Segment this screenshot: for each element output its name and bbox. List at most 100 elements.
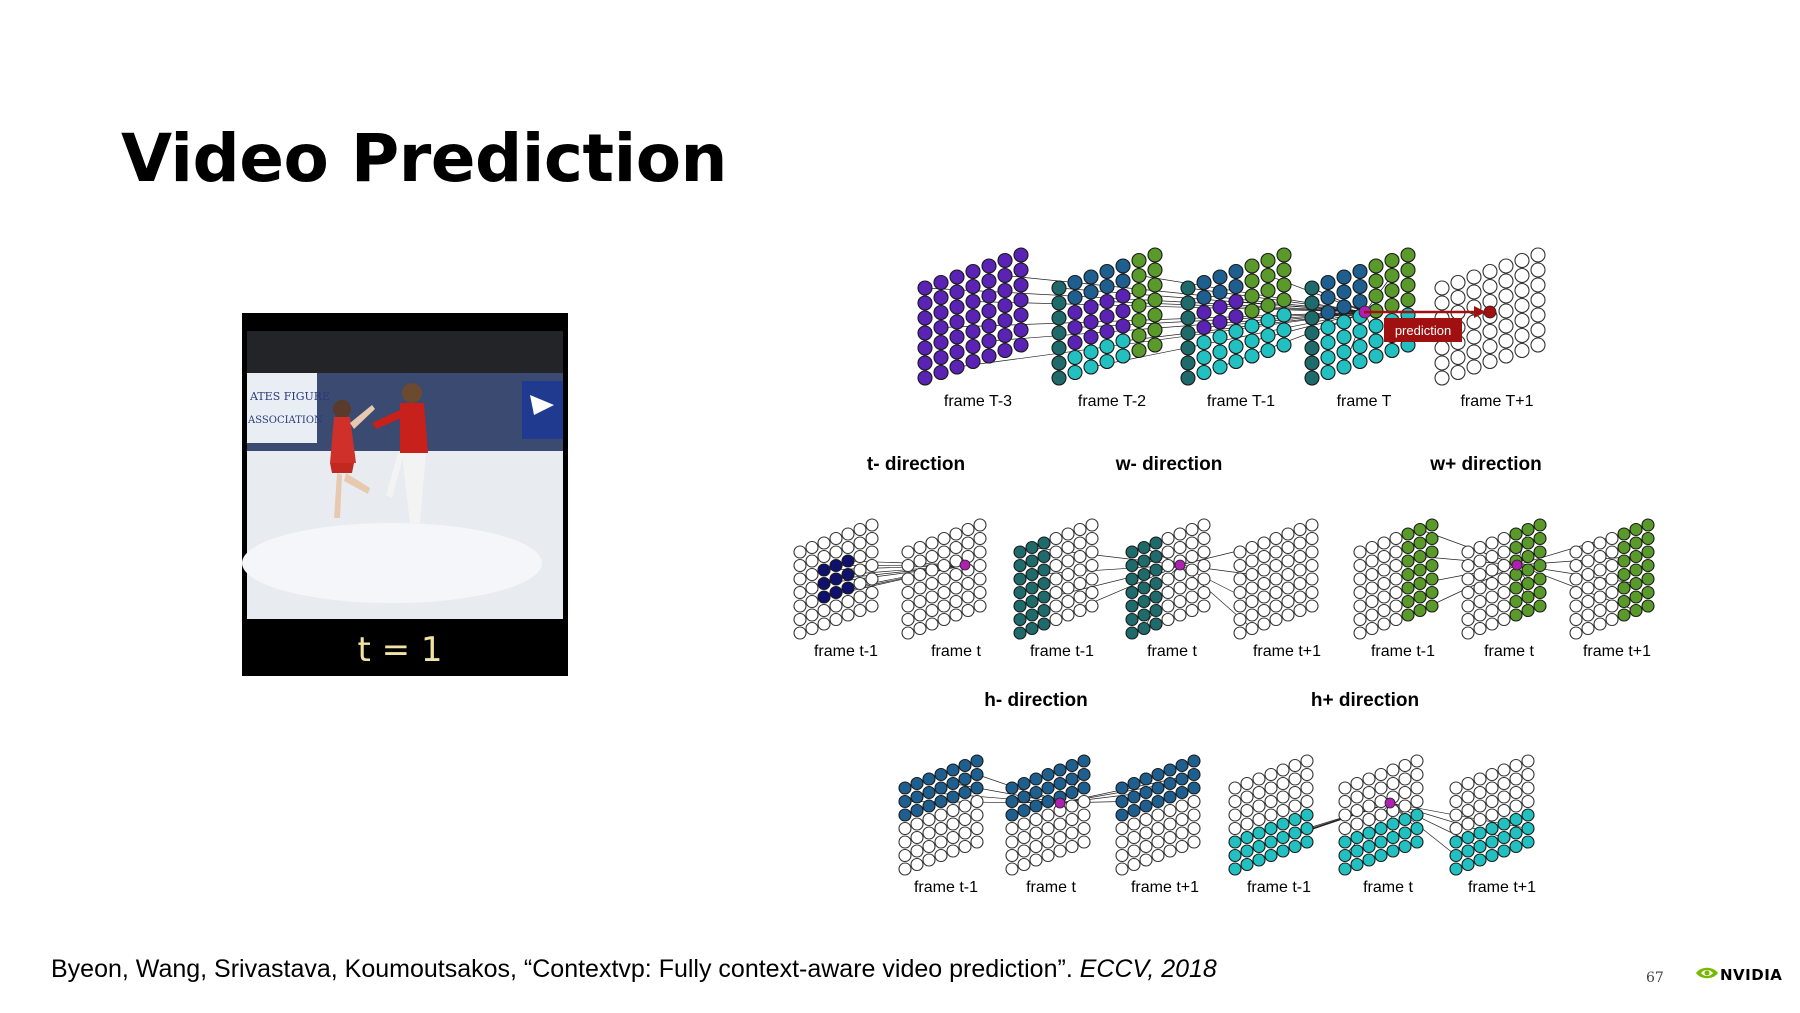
grid-node bbox=[1410, 754, 1424, 768]
grid-node bbox=[1281, 594, 1295, 609]
grid-node bbox=[1083, 299, 1099, 315]
grid-node bbox=[1368, 288, 1384, 304]
grid-node bbox=[1161, 612, 1175, 627]
grid-node bbox=[1073, 536, 1087, 550]
grid-node bbox=[1352, 263, 1368, 280]
grid-node bbox=[1386, 844, 1400, 858]
grid-node bbox=[1131, 297, 1147, 314]
grid-node bbox=[1053, 830, 1067, 845]
grid-node bbox=[1304, 325, 1320, 341]
grid-node bbox=[1485, 835, 1499, 849]
grid-node bbox=[1115, 835, 1129, 849]
grid-node bbox=[1196, 289, 1212, 306]
grid-node bbox=[1353, 585, 1367, 600]
grid-node bbox=[1398, 839, 1412, 854]
grid-node bbox=[1125, 585, 1139, 600]
grid-node bbox=[1017, 844, 1031, 858]
grid-node bbox=[1533, 545, 1547, 559]
grid-node bbox=[1252, 799, 1266, 813]
grid-node bbox=[949, 527, 963, 541]
grid-node bbox=[1498, 288, 1514, 304]
grid-node bbox=[1276, 803, 1290, 818]
grid-node bbox=[1521, 549, 1535, 564]
grid-node bbox=[1257, 603, 1271, 618]
grid-node bbox=[1605, 545, 1619, 559]
grid-node bbox=[1569, 558, 1583, 573]
grid-node bbox=[1099, 263, 1115, 280]
w-minus-grid bbox=[1233, 518, 1319, 640]
grid-node bbox=[1473, 540, 1487, 555]
grid-node bbox=[1305, 545, 1319, 559]
grid-node bbox=[1384, 282, 1400, 299]
grid-node bbox=[1485, 821, 1499, 836]
grid-node bbox=[1115, 862, 1129, 876]
grid-node bbox=[1434, 295, 1450, 311]
grid-node bbox=[1353, 599, 1367, 613]
grid-node bbox=[805, 567, 819, 582]
grid-node bbox=[1245, 594, 1259, 609]
grid-node bbox=[1497, 572, 1511, 586]
grid-node bbox=[1252, 826, 1266, 840]
grid-node bbox=[1041, 767, 1055, 782]
grid-node bbox=[1185, 536, 1199, 550]
grid-node bbox=[1149, 563, 1163, 577]
grid-node bbox=[1530, 277, 1546, 293]
grid-node bbox=[997, 342, 1013, 359]
grid-node bbox=[1449, 794, 1463, 809]
grid-node bbox=[865, 572, 879, 586]
grid-node bbox=[949, 540, 963, 555]
grid-node bbox=[1569, 626, 1583, 640]
grid-node bbox=[1053, 817, 1067, 831]
grid-node bbox=[1629, 522, 1643, 537]
grid-node bbox=[1264, 835, 1278, 849]
connection-line bbox=[972, 301, 1366, 313]
grid-node bbox=[1521, 754, 1535, 768]
grid-node bbox=[1180, 370, 1196, 386]
grid-node bbox=[1410, 781, 1424, 795]
grid-node bbox=[1127, 830, 1141, 845]
grid-node bbox=[1228, 353, 1244, 370]
grid-node bbox=[1466, 359, 1482, 375]
grid-node bbox=[1617, 594, 1631, 609]
grid-node bbox=[1336, 269, 1352, 285]
grid-node bbox=[1163, 790, 1177, 804]
grid-node bbox=[1163, 844, 1177, 858]
grid-node bbox=[1025, 594, 1039, 609]
grid-node bbox=[1514, 267, 1530, 284]
grid-node bbox=[1617, 540, 1631, 555]
top-frame-grid bbox=[1180, 247, 1292, 386]
grid-node bbox=[1269, 612, 1283, 627]
grid-node bbox=[1473, 554, 1487, 568]
video-time-caption: t = 1 bbox=[357, 630, 442, 670]
grid-node bbox=[1617, 608, 1631, 622]
grid-node bbox=[1300, 794, 1314, 809]
grid-node bbox=[1131, 267, 1147, 284]
grid-node bbox=[934, 835, 948, 849]
grid-node bbox=[922, 853, 936, 867]
grid-node bbox=[1350, 857, 1364, 872]
w-minus-title: w- direction bbox=[1115, 454, 1223, 475]
grid-node bbox=[1362, 785, 1376, 800]
grid-node bbox=[1509, 527, 1523, 541]
grid-node bbox=[1365, 594, 1379, 609]
grid-node bbox=[1260, 327, 1276, 344]
grid-node bbox=[965, 353, 981, 370]
grid-node bbox=[1175, 758, 1189, 773]
grid-node bbox=[910, 817, 924, 831]
grid-node bbox=[1497, 844, 1511, 858]
grid-node bbox=[1151, 821, 1165, 836]
grid-node bbox=[1377, 590, 1391, 604]
grid-node bbox=[817, 603, 831, 618]
grid-node bbox=[1147, 292, 1163, 308]
grid-node bbox=[1065, 799, 1079, 813]
grid-node bbox=[1485, 576, 1499, 591]
grid-node bbox=[910, 830, 924, 845]
grid-node bbox=[1365, 608, 1379, 622]
grid-node bbox=[1498, 318, 1514, 334]
frame-label: frame t-1 bbox=[814, 643, 878, 660]
frame-label: frame t-1 bbox=[1247, 879, 1311, 896]
grid-node bbox=[1065, 826, 1079, 840]
grid-node bbox=[1245, 608, 1259, 622]
grid-node bbox=[1077, 808, 1091, 822]
grid-node bbox=[1083, 269, 1099, 285]
